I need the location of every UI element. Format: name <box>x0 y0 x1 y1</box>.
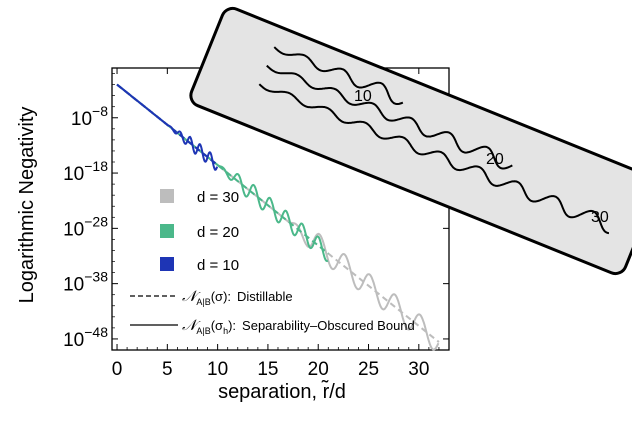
x-tick-labels: 0 5 10 15 20 25 30 <box>112 359 430 380</box>
inset-label-20: 20 <box>486 151 504 168</box>
inset-box <box>189 6 632 276</box>
inset-label-30: 30 <box>591 209 609 226</box>
y-tick-label: 10−48 <box>63 324 108 351</box>
x-tick-label: 0 <box>112 359 123 380</box>
x-tick-label: 15 <box>257 359 278 380</box>
series-dashed-d30 <box>116 83 440 343</box>
series-dashed-d10 <box>116 83 219 166</box>
inset-wave-30 <box>258 83 610 235</box>
y-tick-labels: 10−8 10−18 10−28 10−38 10−48 <box>63 103 108 351</box>
x-tick-label: 10 <box>207 359 228 380</box>
legend-swatch-d30 <box>160 189 174 203</box>
legend-label-d30: d = 30 <box>197 189 239 206</box>
x-tick-label: 30 <box>408 359 429 380</box>
y-tick-label: 10−38 <box>63 269 108 296</box>
legend-swatch-d20 <box>160 224 174 238</box>
legend-dashed-label: 𝒩A|B(σ): Distillable <box>182 288 293 307</box>
x-tick-label: 25 <box>358 359 379 380</box>
inset-label-10: 10 <box>354 88 372 105</box>
y-tick-label: 10−28 <box>63 213 108 240</box>
legend-label-d10: d = 10 <box>197 257 239 274</box>
x-tick-label: 5 <box>162 359 173 380</box>
y-axis-title: Logarithmic Negativity <box>16 107 38 304</box>
series-layer <box>116 83 440 351</box>
x-axis-title: separation, r̃/d <box>218 379 346 403</box>
y-tick-label: 10−18 <box>63 158 108 185</box>
inset-wave-10 <box>273 46 404 106</box>
inset-panel <box>189 6 632 276</box>
legend-label-d20: d = 20 <box>197 224 239 241</box>
legend-solid-label: 𝒩A|B(σh): Separability–Obscured Bound <box>182 317 415 336</box>
legend-swatch-d10 <box>160 257 174 271</box>
inset-wave-20 <box>266 64 513 170</box>
x-tick-label: 20 <box>308 359 329 380</box>
legend: d = 30 d = 20 d = 10 𝒩A|B(σ): Distillable… <box>130 189 415 336</box>
y-tick-label: 10−8 <box>71 103 108 130</box>
